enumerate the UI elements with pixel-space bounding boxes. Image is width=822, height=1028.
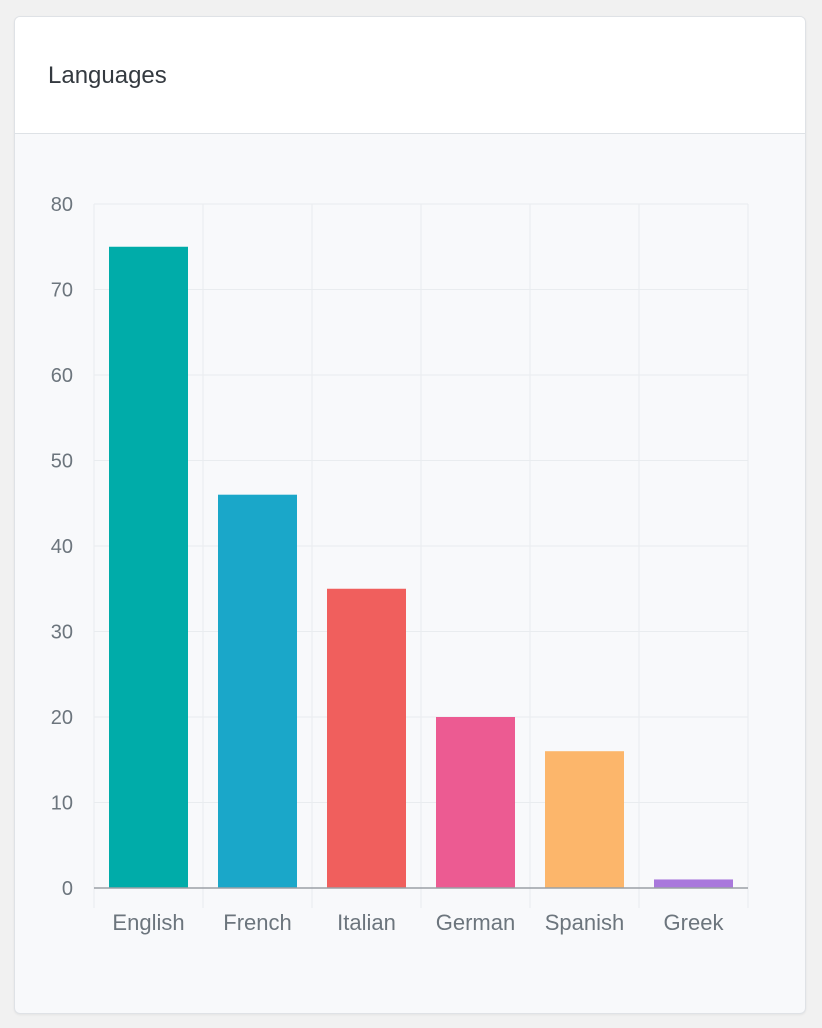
y-tick-label: 10 — [51, 793, 73, 815]
x-tick-label: Italian — [337, 910, 396, 935]
bar-spanish — [545, 751, 624, 888]
y-tick-label: 40 — [51, 536, 73, 558]
bar-french — [218, 494, 297, 888]
bars — [109, 246, 733, 888]
y-tick-label: 20 — [51, 707, 73, 729]
languages-card: Languages 0 10 20 30 40 50 60 70 80 English French… — [14, 16, 806, 1014]
bar-german — [436, 717, 515, 888]
y-tick-label: 50 — [51, 451, 73, 473]
bar-italian — [327, 588, 406, 888]
grid-lines — [93, 203, 749, 908]
y-tick-label: 80 — [51, 194, 73, 216]
x-tick-label: German — [436, 910, 515, 935]
chart-container: 0 10 20 30 40 50 60 70 80 English French Italian Ger… — [15, 134, 805, 1013]
x-tick-label: French — [223, 910, 291, 935]
x-tick-label: Greek — [664, 910, 725, 935]
x-tick-label: English — [112, 910, 184, 935]
y-tick-label: 0 — [62, 878, 73, 900]
y-tick-label: 60 — [51, 365, 73, 387]
y-tick-label: 30 — [51, 622, 73, 644]
bar-greek — [654, 879, 733, 888]
card-header: Languages — [15, 17, 805, 134]
x-tick-label: Spanish — [545, 910, 625, 935]
y-tick-label: 70 — [51, 280, 73, 302]
languages-bar-chart: 0 10 20 30 40 50 60 70 80 English French Italian Ger… — [51, 194, 749, 935]
axes: 0 10 20 30 40 50 60 70 80 English French Italian Ger… — [51, 194, 748, 935]
bar-english — [109, 246, 188, 888]
card-title: Languages — [48, 62, 167, 89]
